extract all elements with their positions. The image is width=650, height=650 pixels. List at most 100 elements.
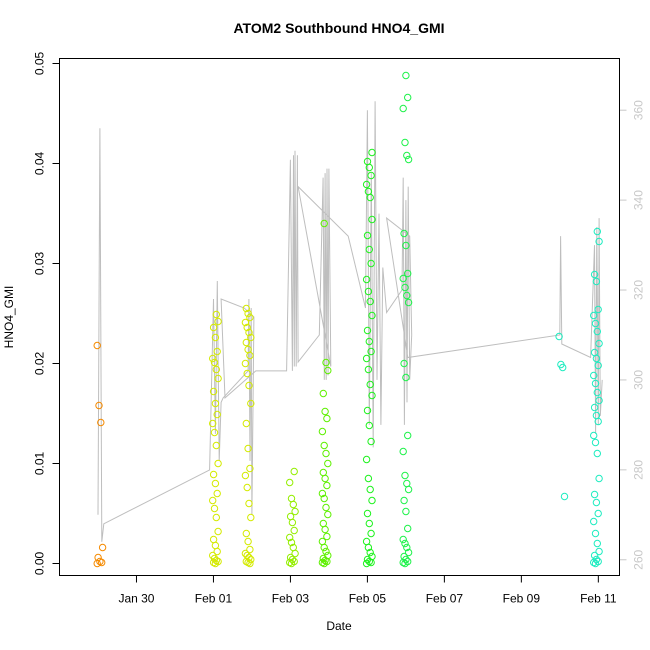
data-point: [364, 365, 373, 374]
data-point: [290, 526, 298, 535]
data-point: [244, 309, 252, 318]
data-point: [214, 459, 222, 468]
data-point: [593, 227, 601, 236]
data-point: [320, 559, 328, 568]
data-point: [402, 241, 410, 250]
data-point: [362, 455, 371, 464]
data-point: [211, 479, 220, 488]
data-point: [590, 431, 598, 440]
y-tick-label: 0.04: [33, 151, 47, 175]
y-tick-label: 0.02: [33, 351, 47, 375]
data-point: [362, 354, 371, 363]
data-point: [211, 399, 220, 408]
data-point: [404, 298, 413, 307]
chart-title: ATOM2 Southbound HNO4_GMI: [233, 20, 444, 36]
data-point: [209, 419, 217, 428]
data-point: [366, 485, 374, 494]
data-point: [286, 558, 294, 567]
data-point: [399, 274, 407, 283]
point-cluster: [209, 310, 222, 568]
data-point: [211, 333, 220, 342]
data-point: [594, 509, 602, 518]
data-point: [213, 489, 221, 498]
data-point: [403, 543, 411, 552]
data-point: [209, 323, 218, 332]
point-cluster: [318, 219, 332, 568]
data-point: [401, 138, 409, 147]
data-point: [595, 237, 603, 246]
secondary-line: [97, 101, 603, 542]
data-point: [594, 305, 602, 314]
data-point: [591, 438, 600, 447]
data-point: [287, 559, 296, 568]
data-point: [98, 543, 107, 552]
data-point: [247, 399, 255, 408]
data-point: [401, 283, 409, 292]
data-point: [592, 277, 601, 286]
data-point: [246, 545, 254, 554]
data-point: [319, 389, 327, 398]
data-point: [593, 388, 601, 397]
data-point: [591, 379, 600, 388]
data-point: [320, 219, 328, 228]
data-point: [593, 327, 601, 336]
data-point: [362, 275, 371, 284]
data-point: [590, 517, 598, 526]
data-point: [288, 518, 297, 527]
data-point: [291, 507, 299, 516]
data-point: [401, 559, 409, 568]
data-point: [401, 539, 409, 548]
data-point: [367, 437, 375, 446]
data-point: [591, 559, 600, 568]
data-point: [367, 558, 375, 567]
data-point: [400, 359, 408, 368]
data-point: [209, 496, 217, 505]
data-point: [243, 369, 251, 378]
data-point: [368, 311, 376, 320]
data-point: [402, 507, 410, 516]
data-point: [243, 483, 251, 492]
data-point: [399, 104, 407, 113]
data-point: [289, 500, 297, 509]
data-point: [363, 326, 372, 335]
point-cluster: [241, 304, 255, 568]
data-point: [365, 421, 373, 430]
data-point: [209, 387, 218, 396]
data-point: [368, 215, 376, 224]
data-point: [401, 471, 409, 480]
secondary-y-tick-label: 260: [632, 549, 646, 569]
data-point: [97, 418, 105, 427]
data-point: [321, 474, 329, 483]
data-point: [242, 529, 251, 538]
data-point: [367, 259, 375, 268]
data-point: [594, 361, 602, 370]
secondary-y-tick-label: 280: [632, 460, 646, 480]
data-point: [399, 535, 407, 544]
data-point: [242, 338, 251, 347]
data-point: [364, 287, 373, 296]
data-point: [246, 313, 254, 322]
data-point: [246, 559, 254, 568]
data-point: [244, 558, 252, 567]
y-axis-label: HNO4_GMI: [2, 286, 16, 349]
data-point: [322, 547, 330, 556]
data-point: [365, 245, 373, 254]
y-tick-label: 0.05: [33, 51, 47, 75]
point-cluster: [399, 71, 413, 568]
data-point: [241, 318, 250, 327]
data-point: [404, 524, 412, 533]
data-point: [363, 509, 372, 518]
data-point: [590, 311, 598, 320]
data-point: [366, 548, 374, 557]
data-point: [210, 428, 219, 437]
data-point: [245, 328, 253, 337]
data-point: [560, 492, 569, 501]
data-point: [366, 297, 374, 306]
data-point: [241, 359, 250, 368]
data-point: [320, 543, 328, 552]
x-axis: Jan 30 Feb 01 Feb 03 Feb 05 Feb 07 Feb 09 Feb …: [118, 575, 617, 606]
data-point: [212, 365, 221, 374]
data-point: [368, 148, 376, 157]
point-cluster: [93, 341, 107, 568]
